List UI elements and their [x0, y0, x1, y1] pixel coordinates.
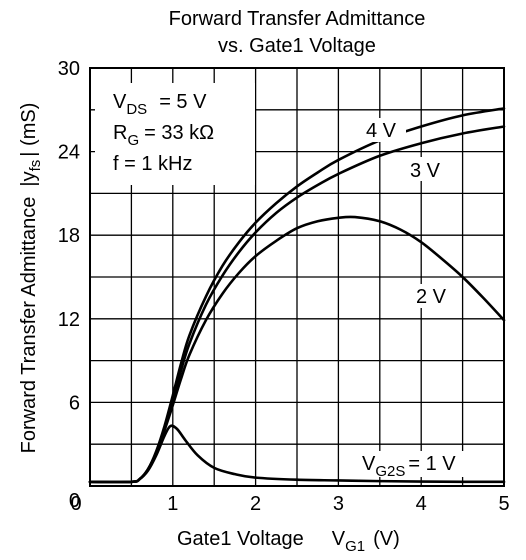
x-tick-label: 3: [333, 493, 344, 515]
conditions-box-bg: [95, 83, 255, 185]
chart-title-line2: vs. Gate1 Voltage: [218, 35, 376, 57]
curve-label-vg2s-1v: VG2S = 1 V: [362, 453, 456, 480]
condition-rg: RG = 33 kΩ: [113, 122, 214, 149]
label-1v-bg: [358, 451, 484, 477]
grid-lines: [90, 68, 504, 486]
y-tick-label: 6: [69, 392, 80, 414]
x-axis-label: Gate1 Voltage VG1 (V): [177, 528, 400, 555]
x-tick-label: 5: [498, 493, 509, 515]
curve-label-3v: 3 V: [410, 160, 441, 182]
x-tick-label: 1: [167, 493, 178, 515]
curve-label-4v: 4 V: [366, 120, 397, 142]
condition-frequency: f = 1 kHz: [113, 153, 192, 175]
label-4v-bg: [360, 118, 406, 142]
curve-label-2v: 2 V: [416, 286, 447, 308]
condition-vds: VDS = 5 V: [113, 91, 207, 118]
x-tick-label: 2: [250, 493, 261, 515]
label-3v-bg: [404, 157, 450, 181]
y-tick-label: 12: [58, 309, 80, 331]
y-tick-label: 0: [69, 490, 80, 512]
y-axis-label: Forward Transfer Admittance|yfs| (mS): [18, 103, 44, 454]
plot-frame: [89, 67, 505, 487]
x-tick-labels: 0 1 2 3 4 5: [70, 493, 509, 515]
y-tick-label: 18: [58, 225, 80, 247]
y-tick-label: 30: [58, 58, 80, 80]
chart-title-line1: Forward Transfer Admittance: [169, 8, 426, 30]
y-tick-labels: 30 24 18 12 6 0: [58, 58, 80, 512]
x-tick-label: 4: [416, 493, 427, 515]
label-2v-bg: [410, 284, 458, 308]
x-tick-label: 0: [70, 493, 81, 515]
y-tick-label: 24: [58, 142, 80, 164]
series-line-1v: [88, 424, 506, 484]
data-series: [88, 107, 506, 484]
